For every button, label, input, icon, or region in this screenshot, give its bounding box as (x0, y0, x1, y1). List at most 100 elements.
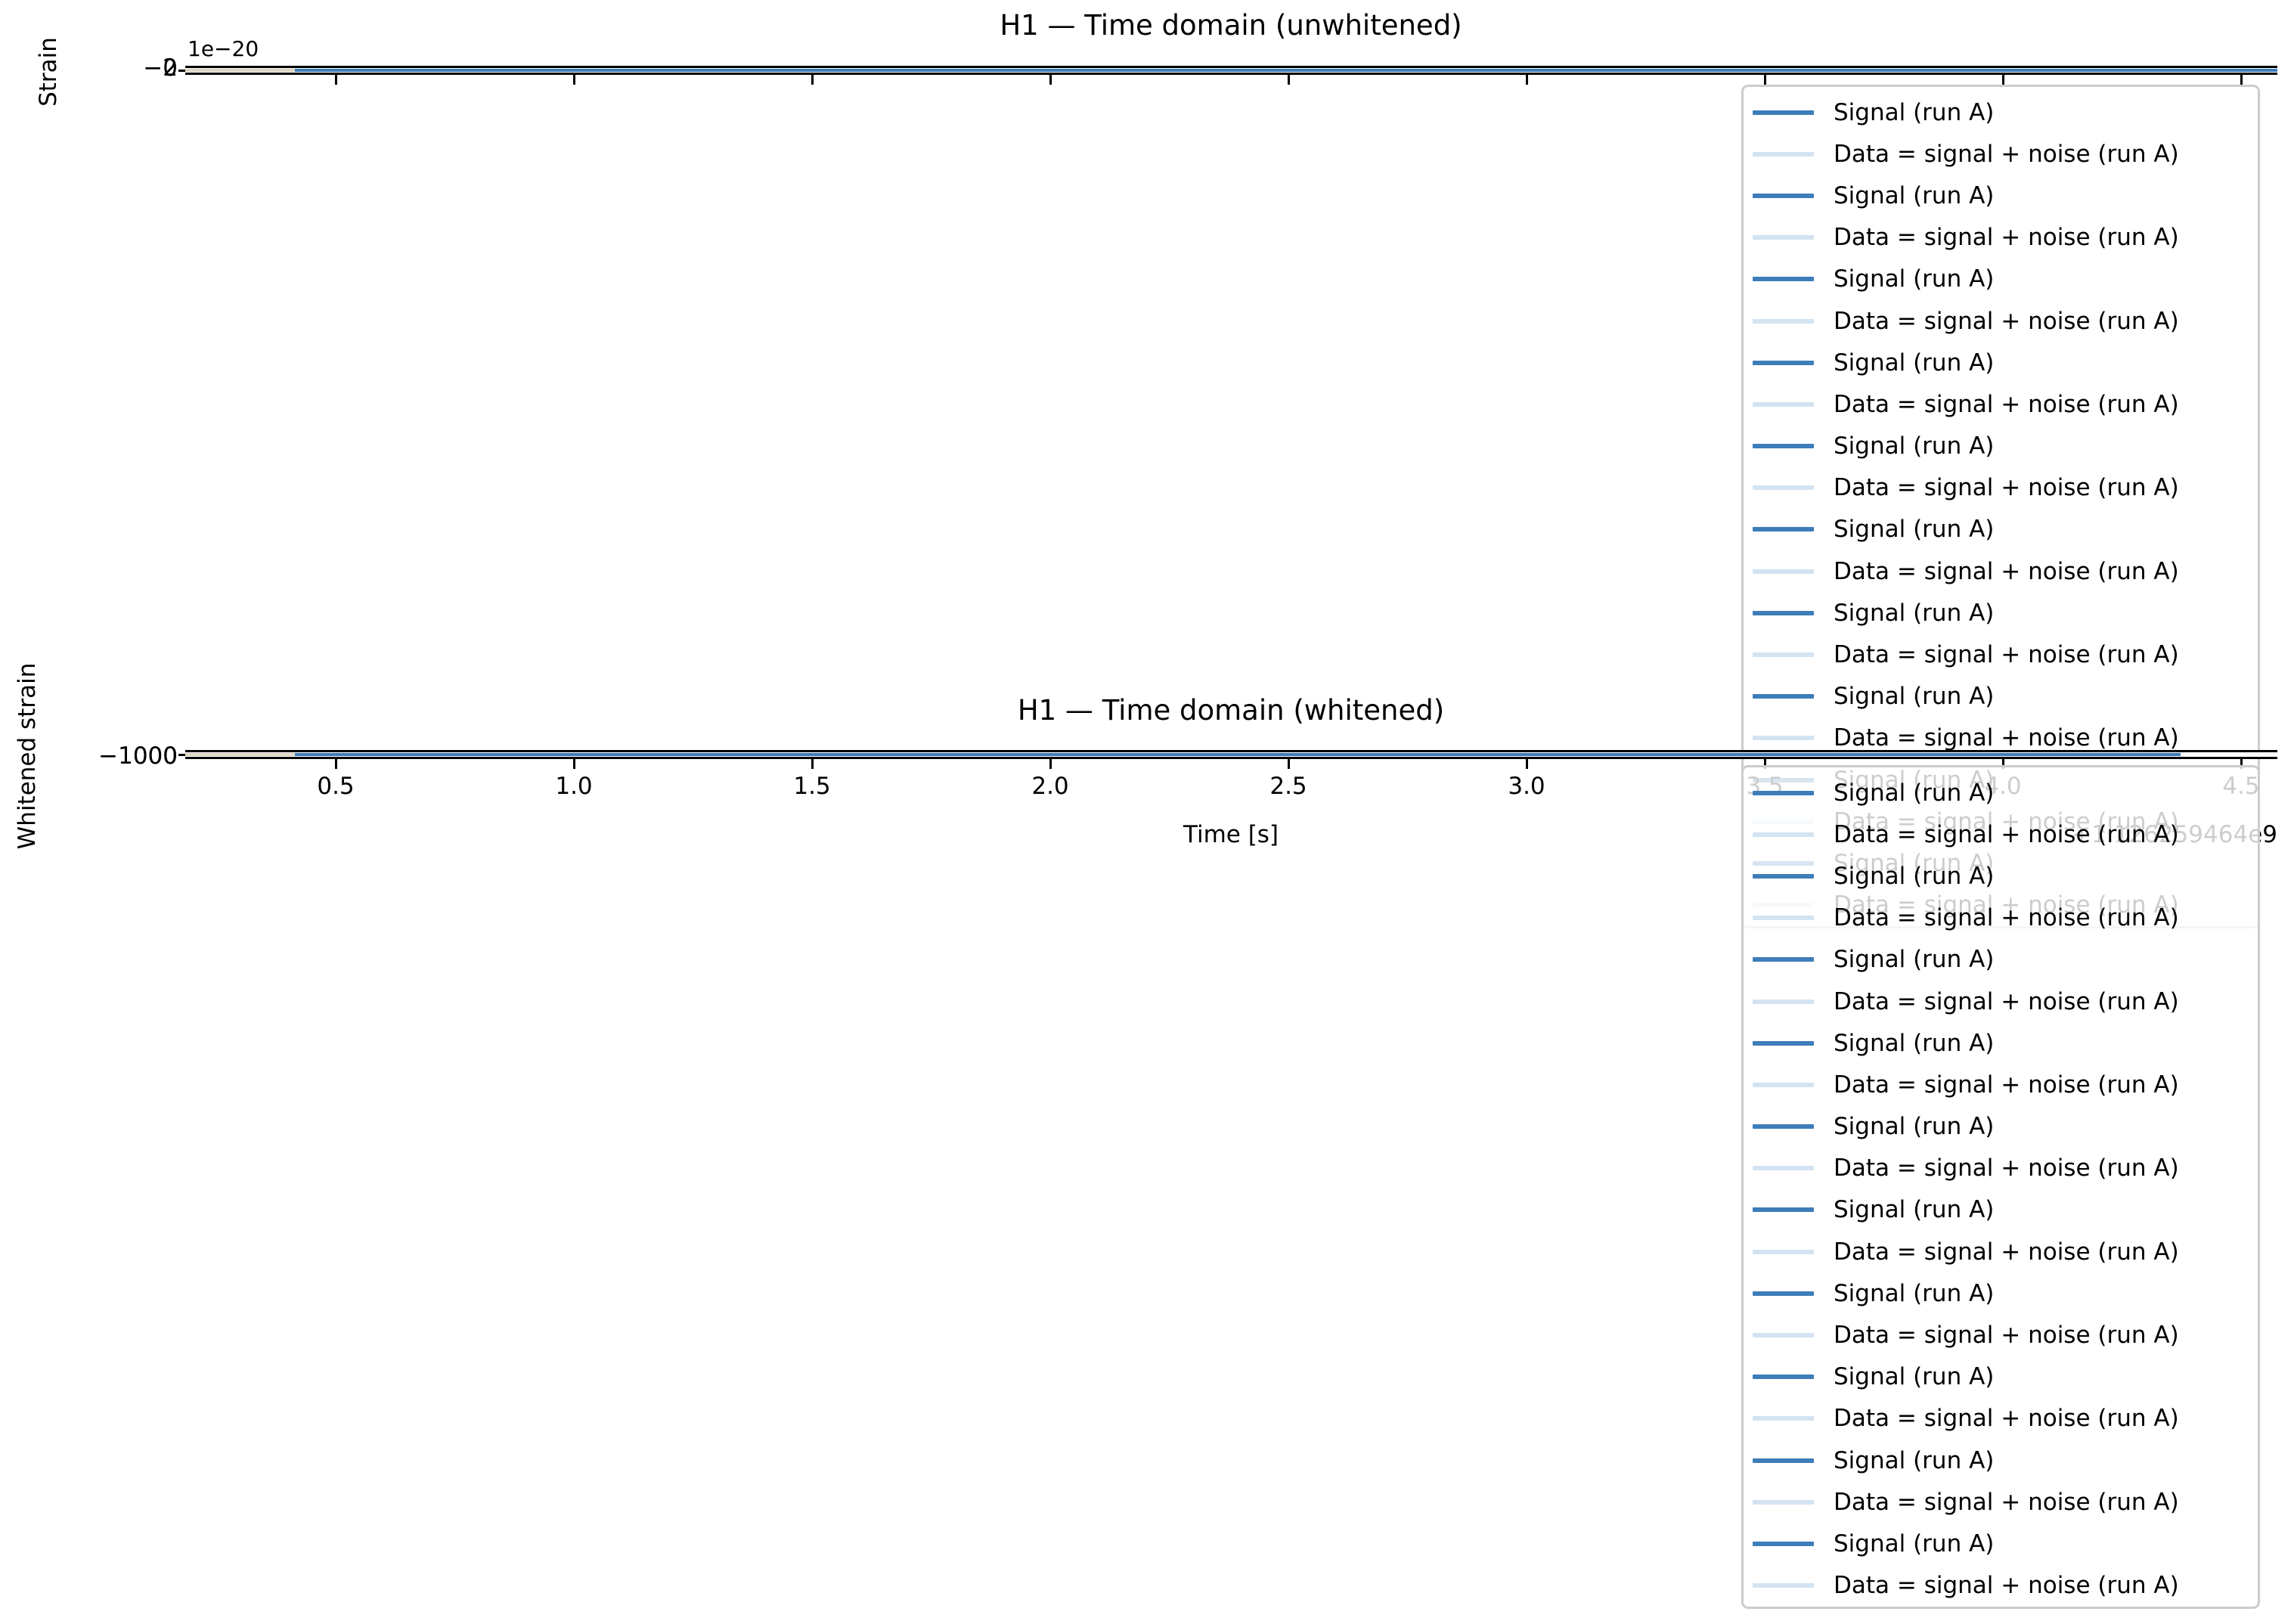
legend-entry-label: Data = signal + noise (run A) (1834, 1405, 2179, 1433)
bottom-y-tickmark (178, 754, 185, 756)
top-plot-title: H1 — Time domain (unwhitened) (1000, 9, 1462, 42)
legend-entry-signal: Signal (run A) (1744, 939, 2258, 981)
data-line-swatch (1753, 1333, 1814, 1338)
legend-entry-signal: Signal (run A) (1744, 1356, 2258, 1398)
x-tickmark-bottom (1288, 759, 1290, 769)
legend-entry-label: Signal (run A) (1834, 265, 1995, 293)
legend-entry-label: Data = signal + noise (run A) (1834, 1071, 2179, 1099)
bottom-data-trace-segment (185, 753, 295, 756)
legend-entry-label: Data = signal + noise (run A) (1834, 140, 2179, 168)
legend-entry-signal: Signal (run A) (1744, 1523, 2258, 1564)
legend-entry-label: Data = signal + noise (run A) (1834, 724, 2179, 752)
data-line-swatch (1753, 235, 1814, 240)
x-tickmark-top (2002, 75, 2004, 85)
data-line-swatch (1753, 652, 1814, 658)
y-ticklabel-overlap: 1000 (118, 742, 178, 770)
x-tickmark-top (573, 75, 575, 85)
legend-entry-label: Signal (run A) (1834, 1529, 1995, 1557)
data-line-swatch (1753, 832, 1814, 837)
signal-line-swatch (1753, 694, 1814, 699)
legend-entry-data: Data = signal + noise (run A) (1744, 897, 2258, 939)
legend-entry-data: Data = signal + noise (run A) (1744, 1314, 2258, 1356)
y-ticklabel-overlap: −1000 (98, 742, 178, 770)
legend-entry-label: Data = signal + noise (run A) (1834, 1238, 2179, 1266)
legend-entry-label: Data = signal + noise (run A) (1834, 1154, 2179, 1182)
legend-entry-label: Data = signal + noise (run A) (1834, 1488, 2179, 1516)
legend-entry-label: Data = signal + noise (run A) (1834, 307, 2179, 335)
data-line-swatch (1753, 569, 1814, 574)
top-collapsed-plot-band (185, 66, 2277, 75)
legend-entry-data: Data = signal + noise (run A) (1744, 300, 2258, 342)
x-tickmark-top (1526, 75, 1528, 85)
legend-entry-signal: Signal (run A) (1744, 1440, 2258, 1481)
x-tickmark-bottom (2002, 759, 2004, 769)
legend-entry-data: Data = signal + noise (run A) (1744, 717, 2258, 759)
y-ticklabel-overlap: 2 (163, 54, 178, 82)
signal-line-swatch (1753, 1040, 1814, 1046)
signal-line-swatch (1753, 1375, 1814, 1380)
data-line-swatch (1753, 1583, 1814, 1588)
top-signal-trace-segment (295, 69, 2277, 72)
legend-entry-label: Signal (run A) (1834, 862, 1995, 890)
y-ticklabel-overlap: −2 (143, 54, 178, 82)
legend-entry-signal: Signal (run A) (1744, 1106, 2258, 1148)
bottom-plot-title: H1 — Time domain (whitened) (1017, 694, 1445, 727)
data-line-swatch (1753, 1499, 1814, 1505)
legend-entry-label: Signal (run A) (1834, 181, 1995, 209)
top-y-tickmark (178, 70, 185, 72)
legend-entry-signal: Signal (run A) (1744, 592, 2258, 634)
legend-entry-signal: Signal (run A) (1744, 676, 2258, 717)
signal-line-swatch (1753, 360, 1814, 365)
signal-line-swatch (1753, 1458, 1814, 1463)
data-line-swatch (1753, 999, 1814, 1004)
legend-entry-label: Signal (run A) (1834, 1113, 1995, 1141)
data-line-swatch (1753, 401, 1814, 407)
legend-entry-signal: Signal (run A) (1744, 1022, 2258, 1064)
legend-entry-data: Data = signal + noise (run A) (1744, 467, 2258, 509)
legend-entry-label: Data = signal + noise (run A) (1834, 557, 2179, 585)
x-ticklabel: 3.0 (1508, 773, 1545, 800)
x-tickmark-bottom (1764, 759, 1766, 769)
legend-entry-data: Data = signal + noise (run A) (1744, 217, 2258, 259)
legend-entry-data: Data = signal + noise (run A) (1744, 981, 2258, 1022)
legend-entry-label: Signal (run A) (1834, 1196, 1995, 1224)
legend-entry-data: Data = signal + noise (run A) (1744, 1231, 2258, 1272)
signal-line-swatch (1753, 193, 1814, 198)
legend-entry-data: Data = signal + noise (run A) (1744, 1565, 2258, 1607)
legend-entry-signal: Signal (run A) (1744, 175, 2258, 216)
legend-entry-label: Data = signal + noise (run A) (1834, 641, 2179, 669)
x-tickmark-bottom (1049, 759, 1052, 769)
legend-entry-signal: Signal (run A) (1744, 772, 2258, 814)
legend-entry-signal: Signal (run A) (1744, 509, 2258, 550)
top-data-trace-segment (185, 69, 295, 72)
legend-entry-label: Signal (run A) (1834, 779, 1995, 807)
legend-entry-label: Signal (run A) (1834, 516, 1995, 544)
legend-entry-signal: Signal (run A) (1744, 91, 2258, 133)
y-ticklabel-overlap: 0 (163, 54, 178, 82)
x-ticklabel: 0.5 (317, 773, 355, 800)
legend-entry-data: Data = signal + noise (run A) (1744, 1148, 2258, 1189)
legend-entry-signal: Signal (run A) (1744, 1189, 2258, 1231)
legend-entry-data: Data = signal + noise (run A) (1744, 814, 2258, 855)
signal-line-swatch (1753, 110, 1814, 115)
x-ticklabel: 2.0 (1031, 773, 1069, 800)
signal-line-swatch (1753, 790, 1814, 795)
x-tickmark-bottom (573, 759, 575, 769)
signal-line-swatch (1753, 957, 1814, 962)
data-line-swatch (1753, 1166, 1814, 1171)
data-line-swatch (1753, 1249, 1814, 1254)
x-tickmark-top (2240, 75, 2243, 85)
legend-entry-label: Signal (run A) (1834, 1363, 1995, 1391)
legend-entry-label: Data = signal + noise (run A) (1834, 224, 2179, 252)
legend-entry-signal: Signal (run A) (1744, 259, 2258, 300)
data-line-swatch (1753, 736, 1814, 741)
legend-entry-label: Signal (run A) (1834, 432, 1995, 460)
top-ytick-labels-overlapped: −2 0 2 (0, 54, 178, 85)
bottom-collapsed-plot-band (185, 750, 2277, 759)
legend-entry-data: Data = signal + noise (run A) (1744, 133, 2258, 175)
signal-line-swatch (1753, 1207, 1814, 1213)
legend-entry-data: Data = signal + noise (run A) (1744, 634, 2258, 675)
x-tickmark-top (1288, 75, 1290, 85)
